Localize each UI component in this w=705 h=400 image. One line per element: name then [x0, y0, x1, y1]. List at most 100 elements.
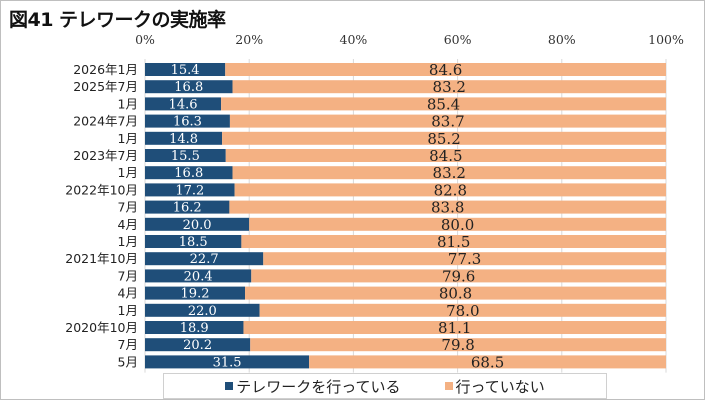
data-label: 84.5: [429, 147, 462, 165]
category-label: 1月: [118, 303, 138, 318]
data-label: 78.0: [446, 302, 479, 320]
data-label: 16.8: [174, 166, 203, 181]
data-label: 80.0: [441, 216, 474, 234]
data-label: 16.8: [174, 80, 203, 95]
bar-segment: [225, 63, 666, 76]
bar-segment: [229, 200, 667, 214]
legend: テレワークを行っている 行っていない: [163, 373, 607, 399]
bar-segment: [259, 303, 666, 317]
category-label: 1月: [118, 165, 138, 180]
data-label: 19.2: [181, 287, 210, 302]
data-label: 14.8: [169, 132, 198, 147]
legend-swatch: [225, 382, 234, 390]
x-tick-label: 40%: [340, 32, 368, 47]
bar-segment: [221, 97, 667, 111]
data-label: 82.8: [434, 181, 467, 199]
data-label: 20.2: [183, 338, 212, 353]
category-label: 2021年10月: [65, 251, 138, 266]
bar-segment: [145, 131, 223, 145]
bar-segment: [145, 303, 260, 317]
bar-segment: [249, 217, 666, 231]
bar-segment: [263, 252, 666, 266]
chart-title: 図41 テレワークの実施率: [9, 9, 226, 31]
data-label: 83.2: [433, 164, 466, 182]
data-label: 83.7: [431, 113, 464, 131]
category-label: 7月: [118, 337, 138, 352]
category-label: 2024年7月: [73, 114, 138, 129]
legend-item-not-teleworking: 行っていない: [444, 376, 545, 397]
category-label: 2022年10月: [65, 182, 138, 197]
category-label: 7月: [118, 200, 138, 215]
bar-segment: [145, 63, 226, 76]
data-label: 81.1: [438, 319, 471, 337]
legend-label: テレワークを行っている: [236, 377, 401, 396]
data-label: 79.6: [442, 267, 475, 285]
data-label: 79.8: [441, 336, 474, 354]
data-label: 81.5: [437, 233, 470, 251]
bar-segment: [145, 269, 252, 283]
bar-segment: [232, 80, 666, 94]
bar-segment: [232, 166, 666, 180]
bar-segment: [145, 80, 233, 94]
data-label: 20.4: [184, 269, 213, 284]
bar-segment: [229, 114, 666, 128]
category-label: 5月: [118, 354, 138, 369]
bar-segment: [145, 355, 310, 369]
x-tick-label: 0%: [135, 32, 155, 47]
category-label: 2025年7月: [73, 79, 138, 94]
x-tick-label: 100%: [648, 32, 684, 47]
x-tick-label: 60%: [444, 32, 472, 47]
category-label: 2020年10月: [65, 320, 138, 335]
data-label: 17.2: [175, 183, 204, 198]
bar-segment: [145, 114, 230, 128]
legend-item-teleworking: テレワークを行っている: [225, 376, 401, 397]
data-label: 22.7: [190, 252, 219, 267]
bar-segment: [145, 235, 242, 248]
data-label: 68.5: [471, 353, 504, 371]
category-label: 7月: [118, 268, 138, 283]
bar-segment: [241, 235, 666, 248]
data-label: 77.3: [448, 250, 481, 268]
category-label: 2023年7月: [73, 148, 138, 163]
data-label: 18.9: [180, 321, 209, 336]
data-label: 85.2: [427, 130, 460, 148]
category-label: 2026年1月: [73, 62, 138, 77]
legend-swatch: [444, 382, 453, 390]
data-label: 15.4: [171, 63, 200, 78]
bar-segment: [251, 269, 666, 283]
x-tick-label: 80%: [548, 32, 576, 47]
bar-segment: [145, 97, 222, 111]
bar-segment: [222, 131, 666, 145]
category-label: 1月: [118, 96, 138, 111]
bar-segment: [245, 286, 667, 300]
bar-segment: [243, 321, 666, 334]
bar-segment: [225, 149, 666, 162]
data-label: 31.5: [213, 355, 242, 370]
category-label: 4月: [118, 217, 138, 232]
data-label: 22.0: [188, 304, 217, 319]
category-label: 4月: [118, 286, 138, 301]
bar-segment: [145, 200, 230, 214]
category-label: 1月: [118, 131, 138, 146]
bar-segment: [145, 338, 251, 352]
data-label: 83.8: [431, 199, 464, 217]
bar-segment: [145, 149, 226, 162]
x-tick-label: 20%: [235, 32, 263, 47]
bar-segment: [145, 321, 244, 334]
bar-segment: [145, 183, 235, 197]
bar-segment: [145, 166, 233, 180]
bar-segment: [145, 217, 250, 231]
bar-segment: [145, 286, 246, 300]
bar-segment: [234, 183, 666, 197]
legend-label: 行っていない: [455, 377, 545, 396]
data-label: 80.8: [439, 285, 472, 303]
category-label: 1月: [118, 234, 138, 249]
data-label: 84.6: [429, 61, 462, 79]
data-label: 20.0: [183, 218, 212, 233]
bar-segment: [250, 338, 666, 352]
data-label: 14.6: [169, 97, 198, 112]
bar-segment: [309, 355, 666, 369]
data-label: 18.5: [179, 235, 208, 250]
